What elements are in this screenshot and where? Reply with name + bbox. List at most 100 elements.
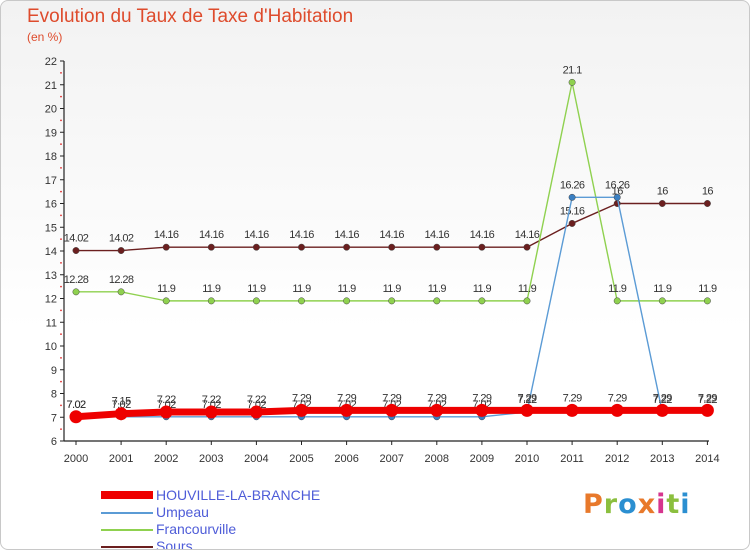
- data-point: [700, 403, 714, 417]
- data-label: 11.9: [157, 283, 176, 295]
- data-label: 14.16: [425, 229, 450, 241]
- data-point: [252, 243, 260, 251]
- data-label: 11.9: [428, 283, 447, 295]
- data-label: 16: [657, 186, 669, 198]
- data-label: 7.02: [112, 399, 131, 411]
- data-label: 11.9: [698, 283, 717, 295]
- y-minor-dot: [60, 119, 62, 122]
- data-point: [655, 403, 669, 417]
- y-tick-label: 9: [51, 365, 57, 377]
- legend-label: Umpeau: [156, 504, 209, 520]
- y-tick-label: 14: [45, 246, 57, 258]
- data-label: 14.02: [64, 233, 89, 245]
- y-tick-label: 8: [51, 389, 57, 401]
- data-point: [343, 297, 351, 305]
- data-point: [568, 220, 576, 227]
- data-label: 14.16: [515, 229, 540, 241]
- y-minor-dot: [60, 95, 62, 98]
- data-label: 14.16: [334, 229, 359, 241]
- x-tick-label: 2003: [199, 453, 223, 465]
- x-tick-label: 2006: [334, 453, 358, 465]
- logo-letter: t: [666, 489, 681, 520]
- data-label: 14.16: [470, 229, 495, 241]
- data-point: [523, 297, 531, 305]
- logo-letter: i: [656, 489, 667, 520]
- data-label: 7.29: [563, 392, 582, 404]
- y-minor-dot: [60, 261, 62, 264]
- data-label: 16.26: [605, 179, 630, 191]
- legend-swatch: [101, 512, 153, 514]
- y-minor-dot: [60, 285, 62, 288]
- data-point: [295, 403, 308, 417]
- data-label: 11.9: [608, 283, 627, 295]
- data-point: [565, 403, 579, 417]
- data-label: 11.9: [292, 283, 311, 295]
- x-tick-label: 2005: [289, 453, 313, 465]
- data-point: [298, 297, 305, 305]
- y-minor-dot: [60, 214, 62, 217]
- data-label: 7.15: [112, 396, 131, 408]
- x-tick-label: 2004: [244, 453, 268, 465]
- data-point: [117, 288, 125, 296]
- data-point: [340, 403, 354, 417]
- series-line-sours: [76, 202, 708, 252]
- data-point: [343, 243, 351, 251]
- x-tick-label: 2008: [425, 453, 449, 465]
- data-point: [430, 403, 444, 417]
- data-point: [207, 297, 215, 305]
- y-minor-dot: [60, 309, 62, 312]
- x-tick-label: 2011: [560, 453, 584, 465]
- data-point: [385, 403, 399, 417]
- y-tick-label: 15: [45, 222, 57, 234]
- data-point: [613, 193, 621, 201]
- data-point: [207, 243, 215, 251]
- data-label: 7.29: [427, 392, 446, 404]
- y-tick-label: 18: [45, 151, 57, 163]
- data-point: [72, 288, 80, 296]
- data-point: [388, 243, 396, 251]
- y-minor-dot: [60, 190, 62, 193]
- y-minor-dot: [60, 143, 62, 146]
- data-point: [613, 297, 621, 305]
- data-label: 14.16: [244, 229, 269, 241]
- y-minor-dot: [60, 380, 62, 383]
- data-label: 7.02: [66, 399, 85, 411]
- data-point: [478, 243, 486, 251]
- y-tick-label: 16: [45, 199, 57, 211]
- x-tick-label: 2009: [470, 453, 494, 465]
- data-label: 7.29: [698, 392, 717, 404]
- data-label: 12.28: [109, 274, 134, 286]
- data-point: [658, 200, 666, 207]
- y-minor-dot: [60, 166, 62, 169]
- y-minor-dot: [60, 71, 62, 74]
- data-label: 7.29: [337, 392, 356, 404]
- data-point: [204, 405, 218, 419]
- y-minor-dot: [60, 404, 62, 407]
- data-point: [114, 407, 128, 421]
- data-point: [568, 78, 576, 86]
- data-point: [162, 243, 170, 251]
- logo-letter: P: [583, 489, 604, 520]
- x-tick-label: 2001: [109, 453, 133, 465]
- data-label: 7.22: [157, 394, 176, 406]
- data-label: 11.9: [518, 283, 537, 295]
- x-tick-label: 2012: [605, 453, 629, 465]
- data-label: 7.29: [292, 392, 311, 404]
- data-point: [568, 193, 576, 201]
- logo-letter: o: [618, 489, 638, 520]
- logo-letter: x: [637, 489, 657, 520]
- data-point: [523, 243, 531, 251]
- data-label: 7.29: [653, 392, 672, 404]
- data-point: [478, 297, 486, 305]
- data-point: [162, 297, 170, 305]
- x-tick-label: 2013: [650, 453, 674, 465]
- data-label: 11.9: [653, 283, 672, 295]
- data-label: 14.16: [199, 229, 224, 241]
- y-minor-dot: [60, 428, 62, 431]
- x-tick-label: 2000: [64, 453, 88, 465]
- data-label: 14.16: [289, 229, 314, 241]
- y-minor-dot: [60, 333, 62, 336]
- x-tick-label: 2002: [154, 453, 178, 465]
- data-point: [249, 405, 263, 419]
